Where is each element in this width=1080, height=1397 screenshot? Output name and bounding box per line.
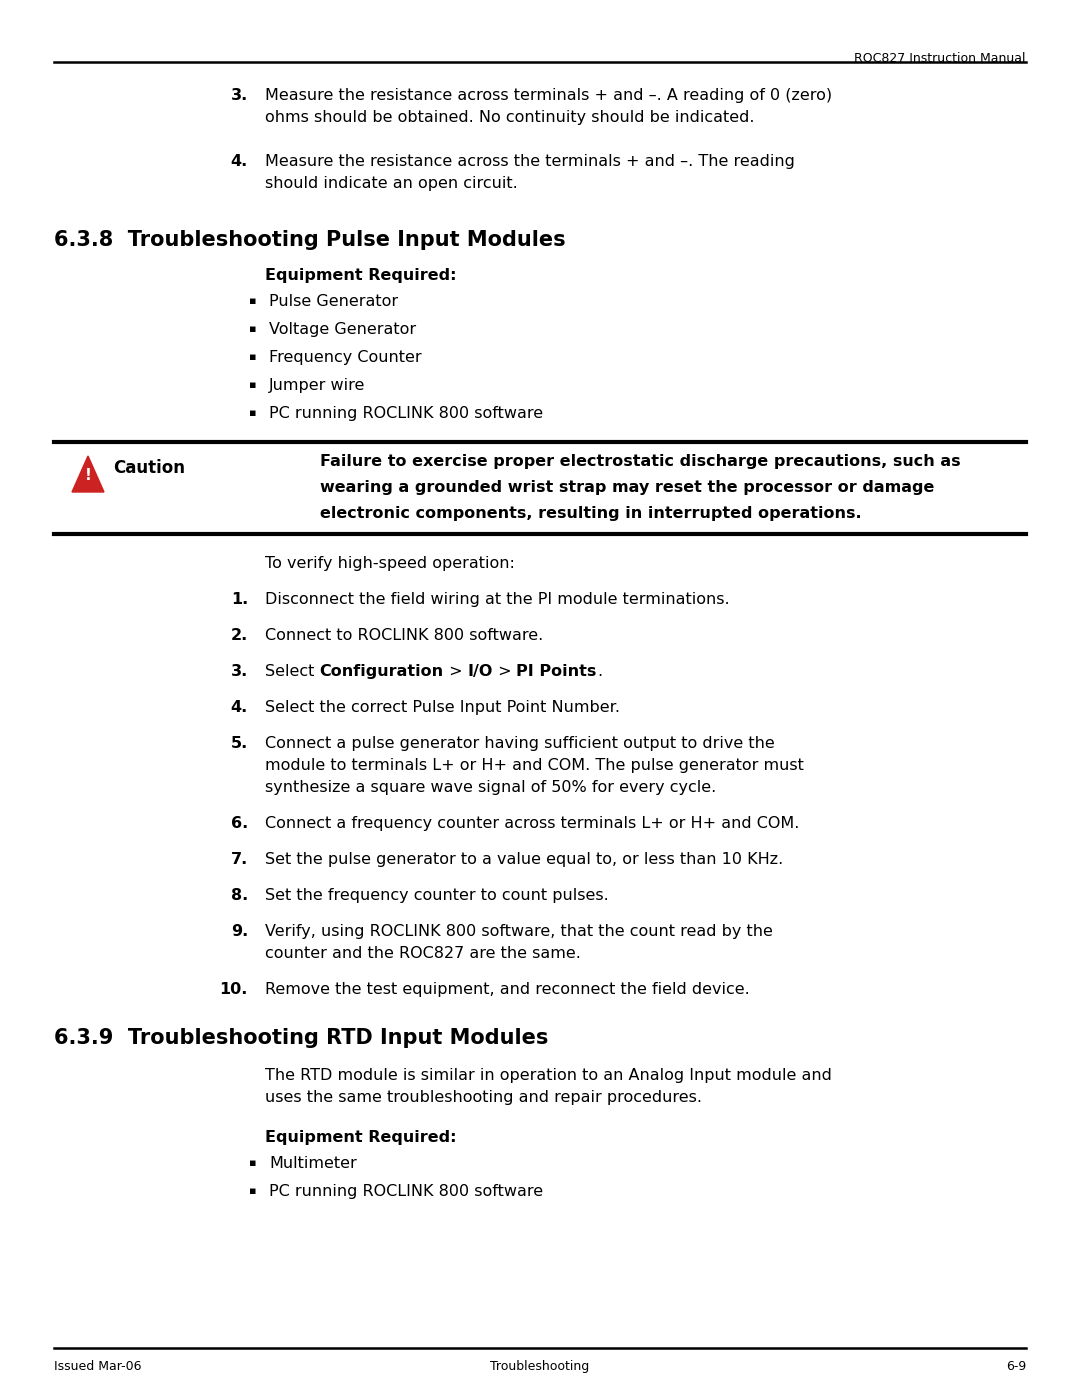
Text: Set the frequency counter to count pulses.: Set the frequency counter to count pulse… [265,888,609,902]
Text: 4.: 4. [231,700,248,715]
Text: ohms should be obtained. No continuity should be indicated.: ohms should be obtained. No continuity s… [265,110,755,124]
Text: ▪: ▪ [249,408,257,418]
Text: ▪: ▪ [249,1186,257,1196]
Text: Frequency Counter: Frequency Counter [269,351,421,365]
Polygon shape [72,455,104,492]
Text: Troubleshooting: Troubleshooting [490,1361,590,1373]
Text: PC running ROCLINK 800 software: PC running ROCLINK 800 software [269,407,543,420]
Text: >: > [444,664,468,679]
Text: synthesize a square wave signal of 50% for every cycle.: synthesize a square wave signal of 50% f… [265,780,716,795]
Text: 2.: 2. [231,629,248,643]
Text: electronic components, resulting in interrupted operations.: electronic components, resulting in inte… [320,506,862,521]
Text: ▪: ▪ [249,1158,257,1168]
Text: 3.: 3. [231,664,248,679]
Text: Set the pulse generator to a value equal to, or less than 10 KHz.: Set the pulse generator to a value equal… [265,852,783,868]
Text: Jumper wire: Jumper wire [269,379,365,393]
Text: 10.: 10. [219,982,248,997]
Text: Pulse Generator: Pulse Generator [269,293,399,309]
Text: 8.: 8. [231,888,248,902]
Text: uses the same troubleshooting and repair procedures.: uses the same troubleshooting and repair… [265,1090,702,1105]
Text: Equipment Required:: Equipment Required: [265,1130,457,1146]
Text: Configuration: Configuration [320,664,444,679]
Text: module to terminals L+ or H+ and COM. The pulse generator must: module to terminals L+ or H+ and COM. Th… [265,759,804,773]
Text: 6-9: 6-9 [1005,1361,1026,1373]
Text: Issued Mar-06: Issued Mar-06 [54,1361,141,1373]
Text: Voltage Generator: Voltage Generator [269,321,416,337]
Text: ▪: ▪ [249,296,257,306]
Text: Caution: Caution [113,460,185,476]
Text: 6.: 6. [231,816,248,831]
Text: 3.: 3. [231,88,248,103]
Text: 6.3.9  Troubleshooting RTD Input Modules: 6.3.9 Troubleshooting RTD Input Modules [54,1028,549,1048]
Text: Failure to exercise proper electrostatic discharge precautions, such as: Failure to exercise proper electrostatic… [320,454,960,469]
Text: !: ! [84,468,92,483]
Text: Select: Select [265,664,320,679]
Text: 5.: 5. [231,736,248,752]
Text: Measure the resistance across the terminals + and –. The reading: Measure the resistance across the termin… [265,154,795,169]
Text: The RTD module is similar in operation to an Analog Input module and: The RTD module is similar in operation t… [265,1067,832,1083]
Text: 6.3.8  Troubleshooting Pulse Input Modules: 6.3.8 Troubleshooting Pulse Input Module… [54,231,566,250]
Text: counter and the ROC827 are the same.: counter and the ROC827 are the same. [265,946,581,961]
Text: 4.: 4. [231,154,248,169]
Text: wearing a grounded wrist strap may reset the processor or damage: wearing a grounded wrist strap may reset… [320,481,934,495]
Text: 1.: 1. [231,592,248,608]
Text: 7.: 7. [231,852,248,868]
Text: Select the correct Pulse Input Point Number.: Select the correct Pulse Input Point Num… [265,700,620,715]
Text: I/O: I/O [468,664,492,679]
Text: >: > [492,664,516,679]
Text: ▪: ▪ [249,324,257,334]
Text: ROC827 Instruction Manual: ROC827 Instruction Manual [854,52,1026,66]
Text: Connect a frequency counter across terminals L+ or H+ and COM.: Connect a frequency counter across termi… [265,816,799,831]
Text: PI Points: PI Points [516,664,597,679]
Text: ▪: ▪ [249,380,257,390]
Text: PC running ROCLINK 800 software: PC running ROCLINK 800 software [269,1185,543,1199]
Text: Equipment Required:: Equipment Required: [265,268,457,284]
Text: Measure the resistance across terminals + and –. A reading of 0 (zero): Measure the resistance across terminals … [265,88,832,103]
Text: Connect a pulse generator having sufficient output to drive the: Connect a pulse generator having suffici… [265,736,774,752]
Text: To verify high-speed operation:: To verify high-speed operation: [265,556,515,571]
Text: .: . [597,664,602,679]
Text: Disconnect the field wiring at the PI module terminations.: Disconnect the field wiring at the PI mo… [265,592,730,608]
Text: 9.: 9. [231,923,248,939]
Text: Connect to ROCLINK 800 software.: Connect to ROCLINK 800 software. [265,629,543,643]
Text: Verify, using ROCLINK 800 software, that the count read by the: Verify, using ROCLINK 800 software, that… [265,923,773,939]
Text: Remove the test equipment, and reconnect the field device.: Remove the test equipment, and reconnect… [265,982,750,997]
Text: should indicate an open circuit.: should indicate an open circuit. [265,176,517,191]
Text: ▪: ▪ [249,352,257,362]
Text: Multimeter: Multimeter [269,1155,356,1171]
